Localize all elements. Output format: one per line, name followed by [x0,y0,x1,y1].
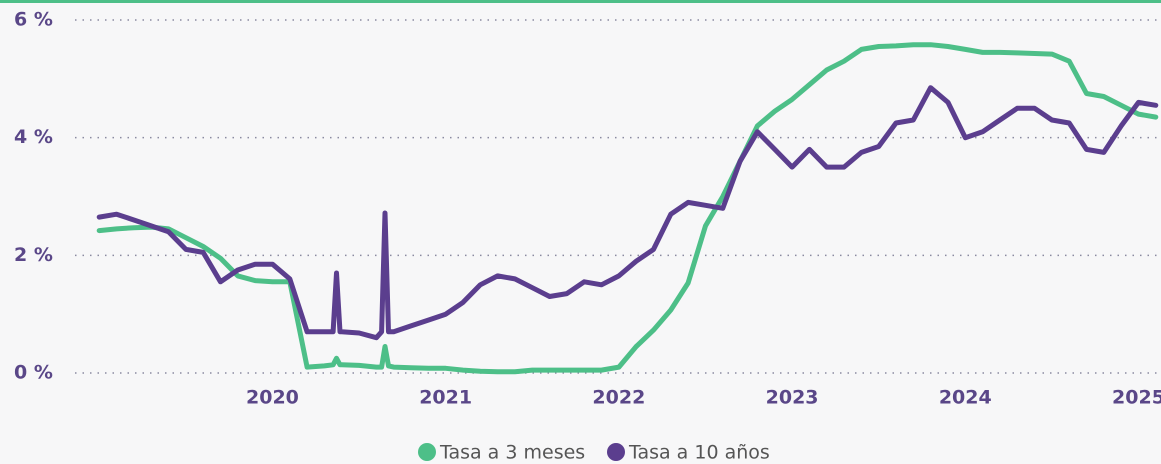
x-tick-label: 2024 [939,387,992,409]
legend-label: Tasa a 3 meses [439,442,585,464]
legend-marker [418,443,436,461]
x-tick-label: 2023 [766,387,819,409]
legend-label: Tasa a 10 años [628,442,770,464]
y-tick-label: 4 % [14,126,53,148]
y-tick-label: 6 % [14,9,53,31]
legend-marker [607,443,625,461]
line-series [96,85,1159,341]
x-tick-label: 2021 [419,387,472,409]
y-tick-label: 0 % [14,362,53,384]
line-series [96,42,1159,375]
top-border [0,0,1161,3]
x-tick-label: 2025 [1112,387,1161,409]
x-tick-label: 2020 [246,387,299,409]
x-tick-label: 2022 [592,387,645,409]
y-tick-label: 2 % [14,244,53,266]
